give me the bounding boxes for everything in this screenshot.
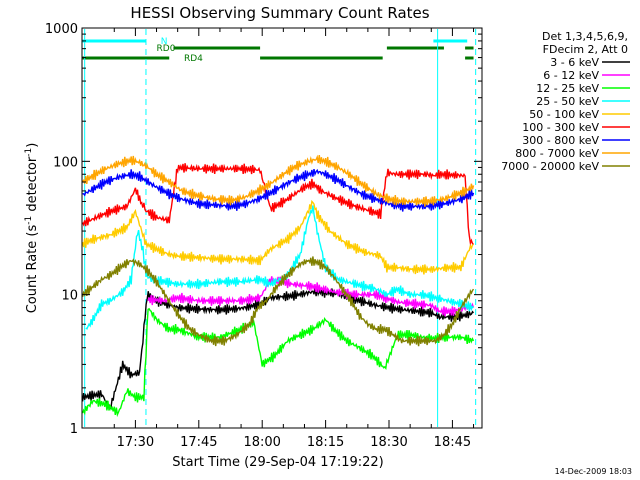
- series-lines: [81, 154, 475, 418]
- series-line-5: [81, 163, 474, 246]
- legend-label: 6 - 12 keV: [543, 69, 599, 82]
- y-axis-ticks: 1 10 100 1000: [45, 22, 482, 437]
- legend: Det 1,3,4,5,6,9,FDecim 2, Att 03 - 6 keV…: [501, 30, 630, 173]
- x-axis-label: Start Time (29-Sep-04 17:19:22): [172, 455, 383, 470]
- x-tick-label: 18:15: [307, 435, 344, 450]
- series-line-4: [81, 199, 475, 275]
- y-tick-label: 10: [61, 289, 78, 304]
- flag-label-n: N: [161, 37, 168, 47]
- x-tick-label: 18:00: [243, 435, 280, 450]
- series-line-2: [81, 307, 475, 418]
- legend-header-line: FDecim 2, Att 0: [543, 43, 628, 56]
- legend-label: 100 - 300 keV: [522, 121, 599, 134]
- legend-header-line: Det 1,3,4,5,6,9,: [542, 30, 628, 43]
- series-line-0: [81, 287, 475, 410]
- y-tick-label: 1000: [45, 22, 78, 37]
- y-axis-label: Count Rate (s-1 detector-1): [24, 143, 40, 314]
- flag-label-rd0: RD0: [157, 44, 176, 54]
- x-axis-ticks: 17:30 17:45 18:00 18:15 18:30 18:45: [113, 28, 475, 450]
- x-tick-label: 17:30: [117, 435, 154, 450]
- y-tick-label: 100: [53, 155, 78, 170]
- x-tick-label: 18:30: [370, 435, 407, 450]
- series-line-1: [147, 276, 475, 317]
- legend-label: 7000 - 20000 keV: [501, 160, 599, 173]
- y-tick-label: 1: [70, 422, 78, 437]
- legend-label: 800 - 7000 keV: [515, 147, 599, 160]
- legend-label: 3 - 6 keV: [550, 56, 599, 69]
- legend-label: 50 - 100 keV: [529, 108, 599, 121]
- series-line-8: [81, 256, 475, 347]
- x-tick-label: 18:45: [434, 435, 471, 450]
- legend-label: 300 - 800 keV: [522, 134, 599, 147]
- series-line-7: [82, 154, 475, 207]
- series-line-6: [82, 168, 475, 212]
- plot-frame: [81, 27, 483, 429]
- period-vertical-lines: [84, 29, 477, 427]
- footer-date: 14-Dec-2009 18:03: [555, 467, 632, 476]
- x-tick-label: 17:45: [180, 435, 217, 450]
- legend-label: 25 - 50 keV: [536, 95, 599, 108]
- flag-label-rd4: RD4: [184, 54, 203, 64]
- chart-title: HESSI Observing Summary Count Rates: [130, 4, 429, 22]
- legend-label: 12 - 25 keV: [536, 82, 599, 95]
